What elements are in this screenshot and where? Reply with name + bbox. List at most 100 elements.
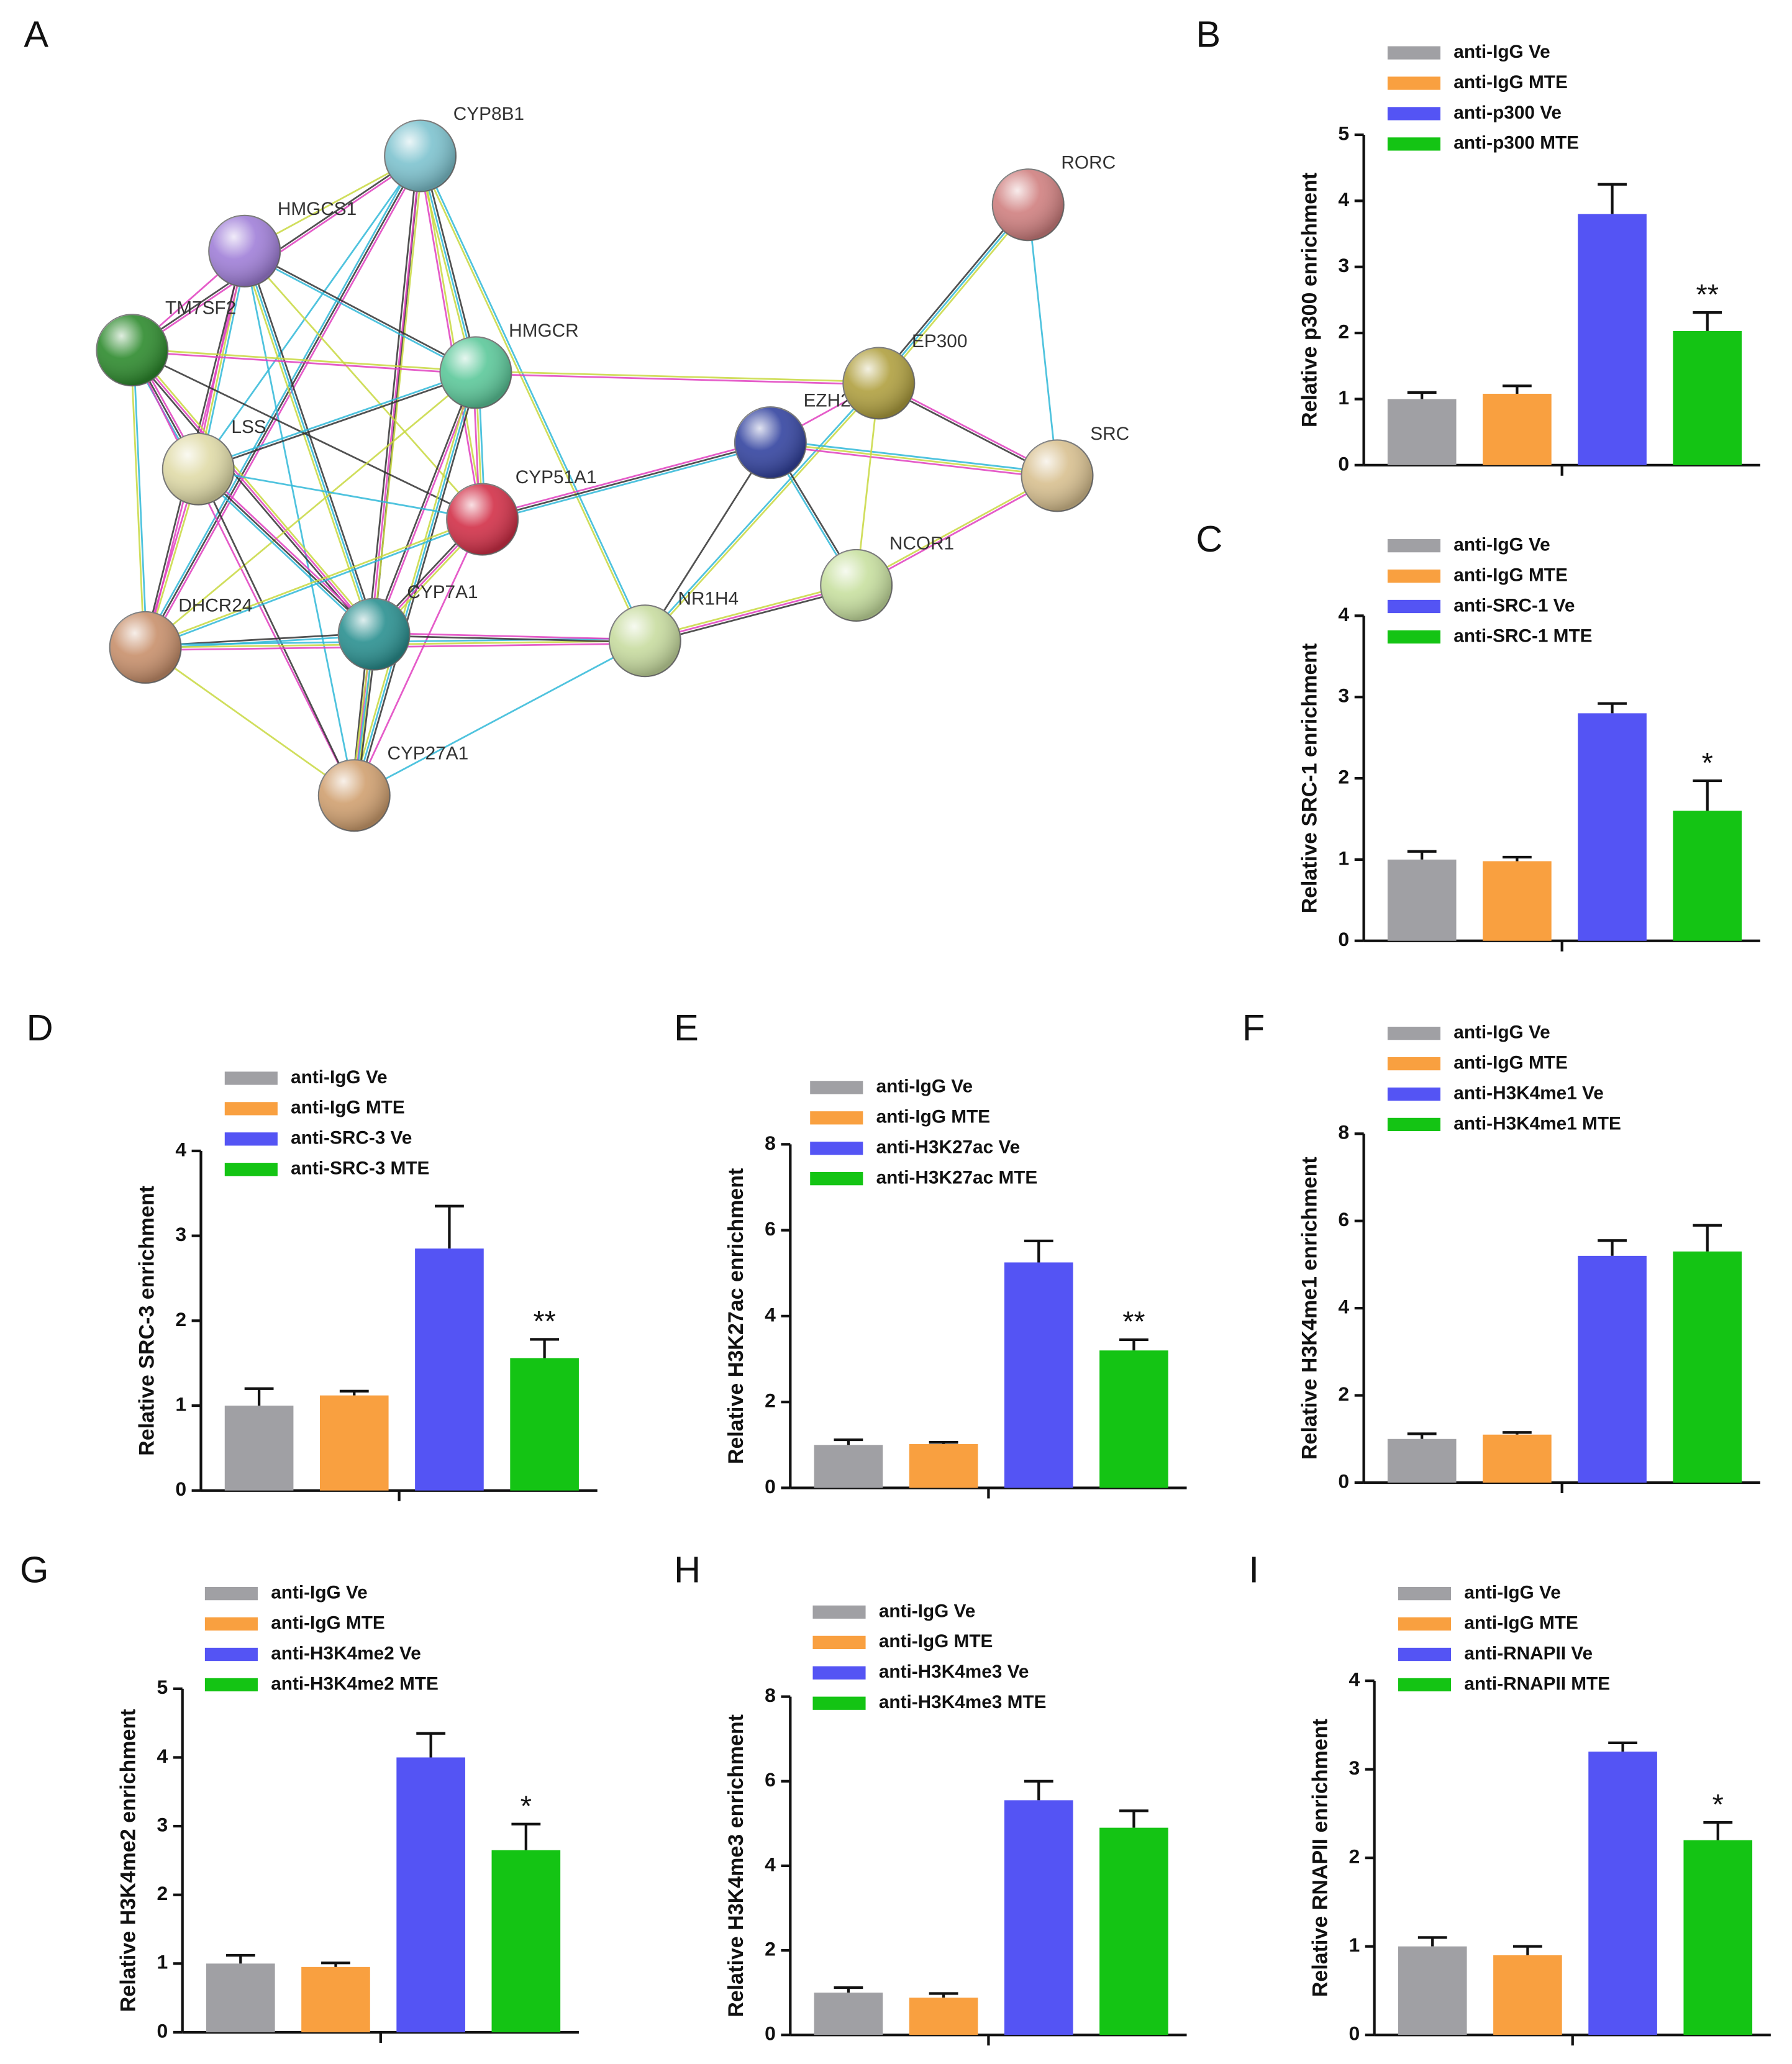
network-edge bbox=[129, 351, 373, 637]
panel-label: D bbox=[27, 1007, 53, 1048]
legend-swatch bbox=[224, 1071, 278, 1085]
legend-swatch bbox=[204, 1617, 258, 1631]
node-shine bbox=[821, 549, 893, 621]
error-bar bbox=[834, 1438, 863, 1445]
legend-label: anti-IgG MTE bbox=[291, 1098, 405, 1118]
network-edge bbox=[855, 473, 1057, 585]
error-bar bbox=[416, 1732, 446, 1758]
node-shine bbox=[440, 337, 512, 409]
node-shine bbox=[992, 169, 1064, 241]
error-bar bbox=[1119, 1809, 1148, 1828]
network-edge bbox=[198, 373, 477, 471]
y-tick-label: 4 bbox=[765, 1303, 776, 1325]
legend-label: anti-SRC-1 Ve bbox=[1453, 595, 1575, 616]
bar bbox=[1004, 1262, 1073, 1488]
legend-swatch bbox=[810, 1111, 863, 1125]
error-bar bbox=[1512, 1945, 1542, 1955]
legend-swatch bbox=[812, 1696, 866, 1710]
network-edge bbox=[243, 250, 483, 520]
y-tick-label: 3 bbox=[1349, 1757, 1360, 1779]
y-tick-label: 2 bbox=[175, 1308, 186, 1330]
bar-chart: F 0 2 4 6 8 Relative H3K4me1 enrichment anti-Ig… bbox=[1242, 1007, 1760, 1493]
node-label: EZH2 bbox=[804, 391, 851, 411]
error-bar bbox=[929, 1992, 958, 1998]
network-edge bbox=[132, 349, 483, 521]
legend-label: anti-H3K4me3 MTE bbox=[879, 1692, 1047, 1712]
y-tick-label: 4 bbox=[1349, 1668, 1360, 1690]
y-tick-label: 1 bbox=[1338, 847, 1349, 869]
y-tick-label: 4 bbox=[1338, 603, 1349, 625]
network-edge bbox=[353, 519, 483, 796]
y-axis-label: Relative H3K27ac enrichment bbox=[724, 1168, 748, 1464]
node-shine bbox=[609, 605, 681, 677]
bar bbox=[491, 1850, 561, 2032]
node-label: CYP51A1 bbox=[516, 467, 597, 488]
bar bbox=[1578, 1255, 1647, 1483]
error-bar bbox=[1693, 311, 1722, 331]
node-shine bbox=[384, 120, 457, 192]
node-label: TM7SF2 bbox=[165, 298, 236, 319]
legend-swatch bbox=[1387, 137, 1440, 151]
network-edge bbox=[645, 383, 881, 643]
y-tick-label: 3 bbox=[175, 1223, 186, 1245]
network-edge bbox=[421, 155, 485, 519]
legend-label: anti-RNAPII Ve bbox=[1464, 1643, 1593, 1663]
y-tick-label: 2 bbox=[765, 1389, 776, 1412]
network-edge bbox=[876, 202, 1027, 383]
bar bbox=[1398, 1946, 1467, 2035]
y-tick-label: 4 bbox=[1338, 188, 1349, 211]
bar bbox=[1387, 399, 1457, 465]
bar-chart: E 0 2 4 6 8 Relative H3K27ac enrichment anti-Ig… bbox=[674, 1007, 1187, 1499]
legend-label: anti-IgG MTE bbox=[271, 1612, 385, 1633]
node-shine bbox=[96, 314, 168, 386]
legend-label: anti-IgG MTE bbox=[1453, 1052, 1568, 1073]
network-edge bbox=[644, 581, 856, 640]
y-tick-label: 2 bbox=[1349, 1845, 1360, 1868]
bar bbox=[1387, 859, 1457, 941]
error-bar bbox=[834, 1986, 863, 1993]
bar bbox=[1483, 1434, 1552, 1483]
bar-chart: B 0 1 2 3 4 5 Relative p300 enrichment anti-IgG … bbox=[1196, 13, 1760, 476]
error-bar bbox=[1407, 850, 1437, 860]
network-edge bbox=[482, 442, 771, 521]
network-edge bbox=[1027, 204, 1058, 476]
bar bbox=[909, 1998, 978, 2035]
bar-chart: D 0 1 2 3 4 Relative SRC-3 enrichment anti-IgG … bbox=[27, 1007, 598, 1501]
network-edge bbox=[857, 476, 1058, 588]
panel-label: C bbox=[1196, 518, 1222, 560]
bar bbox=[1099, 1350, 1168, 1488]
error-bar bbox=[1024, 1239, 1053, 1263]
node-shine bbox=[162, 433, 234, 505]
legend-label: anti-IgG MTE bbox=[1453, 565, 1568, 585]
y-tick-label: 5 bbox=[157, 1676, 168, 1698]
legend-label: anti-SRC-3 MTE bbox=[291, 1158, 429, 1179]
bar bbox=[415, 1248, 484, 1491]
bar bbox=[224, 1406, 294, 1491]
network-edge bbox=[417, 156, 475, 374]
network-edge bbox=[196, 470, 373, 637]
y-tick-label: 0 bbox=[157, 2019, 168, 2042]
y-axis-label: Relative SRC-3 enrichment bbox=[135, 1186, 158, 1456]
network-edge bbox=[145, 519, 483, 650]
bar-chart: C 0 1 2 3 4 Relative SRC-1 enrichment anti-IgG … bbox=[1196, 518, 1760, 952]
error-bar bbox=[1693, 1224, 1722, 1252]
network-edge bbox=[481, 439, 770, 518]
y-tick-label: 6 bbox=[1338, 1208, 1349, 1230]
error-bar bbox=[435, 1204, 464, 1249]
network-edge bbox=[371, 371, 476, 634]
network-edge bbox=[645, 587, 858, 645]
y-tick-label: 4 bbox=[765, 1853, 776, 1875]
network-edge bbox=[353, 640, 645, 796]
legend-swatch bbox=[812, 1666, 866, 1680]
node-shine bbox=[843, 347, 915, 419]
significance: * bbox=[1712, 1788, 1724, 1821]
network-edge bbox=[483, 444, 771, 523]
network-edge bbox=[350, 155, 419, 796]
bar bbox=[1673, 811, 1742, 941]
legend-label: anti-H3K4me2 MTE bbox=[271, 1673, 439, 1694]
bar-chart: H 0 2 4 6 8 Relative H3K4me3 enrichment anti-Ig… bbox=[674, 1548, 1187, 2046]
panel-label: B bbox=[1196, 13, 1221, 55]
node-label: CYP27A1 bbox=[387, 743, 468, 764]
legend-swatch bbox=[810, 1081, 863, 1094]
